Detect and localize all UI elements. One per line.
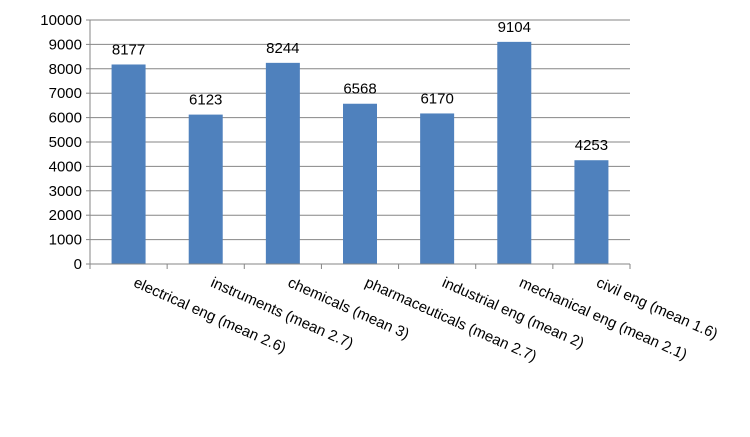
y-tick-label: 1000 [49, 232, 82, 249]
y-tick-labels: 0 1000 2000 3000 4000 5000 6000 7000 8000 9000 100… [40, 12, 82, 273]
y-tick-label: 2000 [49, 207, 82, 224]
bar [111, 64, 146, 264]
data-label: 6568 [343, 81, 376, 98]
data-label: 6123 [189, 92, 222, 109]
bars [111, 41, 609, 265]
y-tick-label: 6000 [49, 110, 82, 127]
y-tick-label: 3000 [49, 183, 82, 200]
data-label: 4253 [575, 137, 608, 154]
y-tick-label: 7000 [49, 85, 82, 102]
bar [343, 103, 377, 264]
y-tick-label: 10000 [40, 12, 82, 29]
bar [265, 62, 300, 264]
y-tick-label: 4000 [49, 158, 82, 175]
bar [420, 113, 455, 265]
bar [188, 114, 223, 264]
category-labels: electrical eng (mean 2.6)instruments (me… [131, 274, 720, 365]
y-tick-label: 5000 [49, 134, 82, 151]
y-tick-label: 9000 [49, 36, 82, 53]
y-tick-label: 0 [74, 256, 82, 273]
bar [574, 160, 609, 264]
data-label: 6170 [420, 90, 453, 107]
bar [497, 41, 532, 265]
data-labels: 8177 6123 8244 6568 6170 9104 4253 [112, 19, 608, 154]
axes [86, 19, 631, 269]
y-tick-label: 8000 [49, 61, 82, 78]
data-label: 8244 [266, 40, 299, 57]
data-label: 9104 [498, 19, 531, 36]
data-label: 8177 [112, 41, 145, 58]
